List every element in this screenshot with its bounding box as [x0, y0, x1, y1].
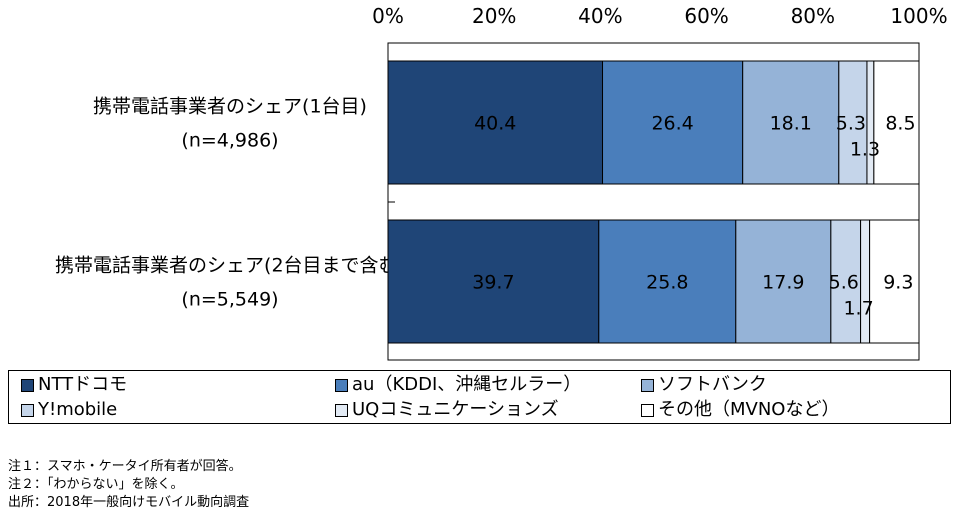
bar-segment	[742, 60, 840, 185]
data-label: 5.3	[836, 113, 866, 135]
bar-segment	[598, 219, 737, 344]
data-label: 1.7	[843, 298, 873, 320]
data-label: 40.4	[474, 113, 516, 135]
bar-segment	[830, 219, 862, 344]
legend-item-other: その他（MVNOなど）	[641, 400, 839, 420]
data-label: 1.3	[850, 139, 880, 161]
legend-swatch-ymobile	[21, 403, 34, 417]
bar-segment	[387, 219, 600, 344]
legend-item-softbank: ソフトバンク	[641, 375, 767, 395]
legend-item-au: au（KDDI、沖縄セルラー）	[335, 375, 581, 395]
legend-item-docomo: NTTドコモ	[21, 375, 127, 395]
data-label: 39.7	[472, 272, 514, 294]
legend: NTTドコモ au（KDDI、沖縄セルラー） ソフトバンク Y!mobile U…	[8, 370, 951, 424]
footnote-2: 注２：「わからない」を除く。	[8, 477, 184, 492]
legend-swatch-docomo	[21, 378, 34, 392]
data-label: 25.8	[646, 272, 688, 294]
legend-label: Y!mobile	[38, 399, 118, 420]
data-label: 8.5	[885, 113, 915, 135]
stacked-bar-chart: 0% 20% 40% 60% 80% 100% 携帯電話事業者のシェア(1台目) (n=4,…	[55, 4, 948, 361]
footnotes: 注１：スマホ・ケータイ所有者が回答。 注２：「わからない」を除く。 出所：201…	[8, 458, 249, 512]
category-label: (n=4,986)	[181, 130, 278, 152]
legend-swatch-other	[641, 403, 654, 417]
x-tick-label: 40%	[578, 4, 622, 28]
legend-swatch-uq	[335, 403, 348, 417]
legend-item-ymobile: Y!mobile	[21, 400, 117, 420]
data-label: 5.6	[829, 272, 859, 294]
data-label: 26.4	[651, 113, 693, 135]
footnote-1: 注１：スマホ・ケータイ所有者が回答。	[8, 459, 242, 474]
legend-swatch-softbank	[641, 378, 654, 392]
bar-segment	[838, 60, 868, 185]
legend-item-uq: UQコミュニケーションズ	[335, 400, 559, 420]
x-tick-label: 60%	[684, 4, 728, 28]
x-tick-label: 0%	[372, 4, 404, 28]
category-label: 携帯電話事業者のシェア(2台目まで含む)	[55, 255, 405, 277]
legend-label: NTTドコモ	[38, 374, 128, 395]
category-label: 携帯電話事業者のシェア(1台目)	[93, 96, 367, 118]
bar-segment	[735, 219, 832, 344]
bar-segment	[873, 60, 920, 185]
bar-segment	[866, 60, 875, 185]
bar-segment	[869, 219, 920, 344]
bar-segment	[387, 60, 604, 185]
legend-label: ソフトバンク	[658, 374, 767, 395]
x-tick-label: 80%	[791, 4, 835, 28]
data-label: 18.1	[770, 113, 812, 135]
legend-label: その他（MVNOなど）	[658, 399, 840, 420]
data-label: 9.3	[883, 272, 913, 294]
x-tick-label: 100%	[890, 4, 947, 28]
x-tick-label: 20%	[472, 4, 516, 28]
source-note: 出所：2018年一般向けモバイル動向調査	[8, 495, 250, 510]
data-label: 17.9	[762, 272, 804, 294]
category-label: (n=5,549)	[181, 289, 278, 311]
legend-label: UQコミュニケーションズ	[352, 399, 559, 420]
bar-segment	[860, 219, 871, 344]
legend-label: au（KDDI、沖縄セルラー）	[352, 374, 582, 395]
legend-swatch-au	[335, 378, 348, 392]
